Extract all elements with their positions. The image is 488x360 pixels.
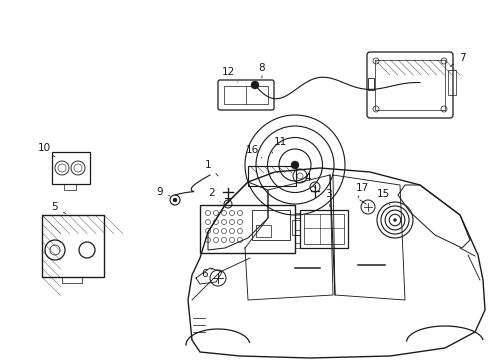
Text: 13: 13	[0, 359, 1, 360]
Text: 10: 10	[38, 143, 55, 157]
Text: 11: 11	[271, 137, 286, 153]
Circle shape	[393, 219, 396, 221]
Text: 12: 12	[221, 67, 238, 82]
Text: 5: 5	[52, 202, 65, 213]
Text: 17: 17	[355, 183, 368, 198]
Text: 1: 1	[204, 160, 218, 176]
Text: 16: 16	[245, 145, 262, 158]
Text: 14: 14	[0, 359, 1, 360]
Text: 7: 7	[449, 53, 465, 66]
Text: 2: 2	[208, 188, 220, 202]
Circle shape	[250, 81, 259, 89]
Text: 9: 9	[156, 187, 170, 197]
Text: 8: 8	[258, 63, 265, 78]
Text: 15: 15	[376, 189, 389, 205]
Text: 4: 4	[304, 173, 314, 188]
Circle shape	[173, 198, 177, 202]
Circle shape	[290, 161, 298, 169]
Text: 3: 3	[324, 189, 331, 207]
Text: 6: 6	[201, 268, 213, 279]
